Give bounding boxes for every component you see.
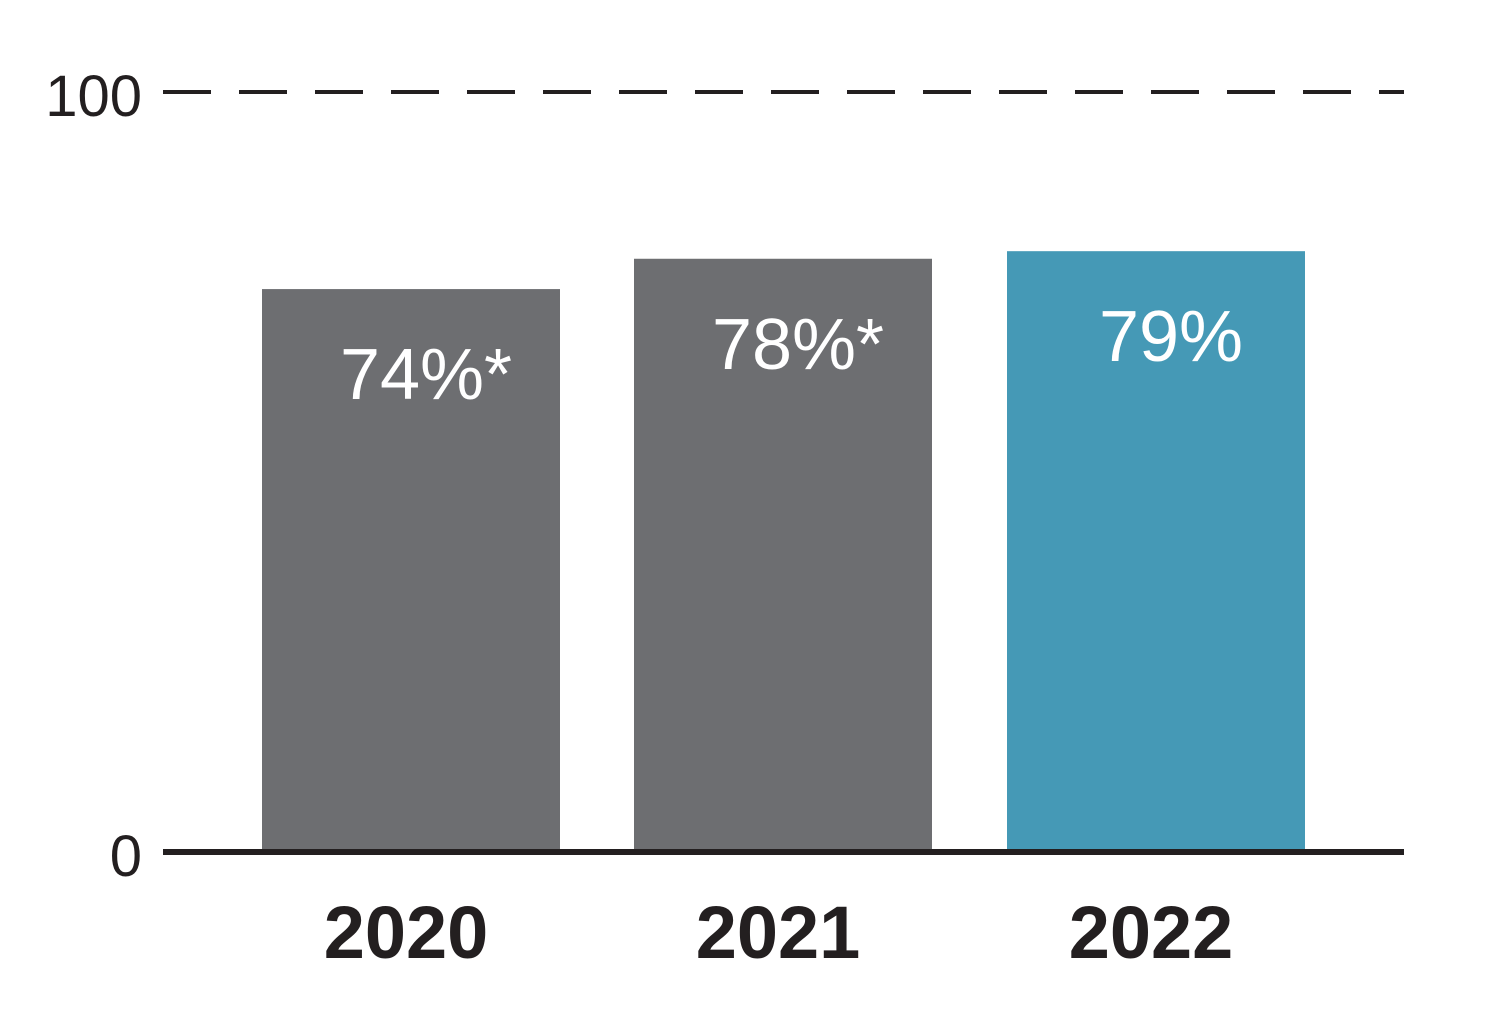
y-tick-label-zero: 0 [110,824,142,889]
bar-value-label-2020: 74%* [340,335,512,415]
bars-group: 74%* 78%* 79% [262,251,1305,851]
bar-2022 [1007,251,1305,850]
bar-2021 [634,258,932,850]
y-tick-label-max: 100 [45,64,142,129]
bar-2020 [262,289,560,851]
bar-value-label-2022: 79% [1099,297,1243,377]
x-category-label-2021: 2021 [696,891,861,974]
category-labels: 2020 2021 2022 [324,891,1234,974]
x-category-label-2020: 2020 [324,891,489,974]
x-category-label-2022: 2022 [1069,891,1234,974]
bar-value-label-2021: 78%* [712,305,884,385]
